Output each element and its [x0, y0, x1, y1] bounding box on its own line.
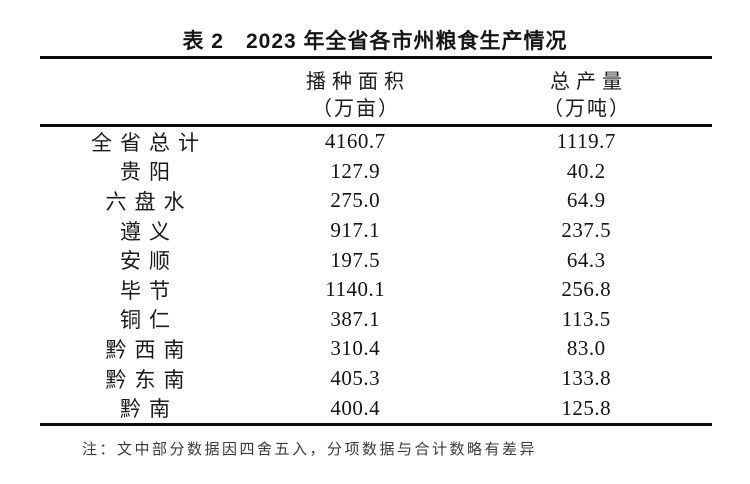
table-row: 毕节 1140.1 256.8 — [40, 275, 712, 305]
top-rule — [40, 56, 712, 59]
sown-area-value: 310.4 — [330, 336, 381, 361]
table-header-row: 播种面积 （万亩） 总产量 （万吨） — [40, 59, 712, 124]
region-name: 贵阳 — [120, 160, 178, 185]
table-footnote: 注：文中部分数据因四舍五入，分项数据与合计数略有差异 — [82, 442, 538, 458]
total-output-value: 64.3 — [566, 247, 606, 272]
total-output-value: 256.8 — [561, 277, 612, 302]
sown-area-value: 1140.1 — [325, 277, 386, 302]
total-output-value: 113.5 — [561, 306, 611, 331]
table-row: 全省总计 4160.7 1119.7 — [40, 127, 712, 157]
table-row: 贵阳 127.9 40.2 — [40, 157, 712, 187]
region-name: 毕节 — [120, 278, 178, 303]
table-row: 安顺 197.5 64.3 — [40, 245, 712, 275]
header-rule — [40, 124, 712, 127]
region-name: 六盘水 — [105, 189, 193, 214]
sown-area-value: 127.9 — [330, 158, 381, 183]
table-row: 黔南 400.4 125.8 — [40, 393, 712, 423]
region-name: 全省总计 — [91, 130, 207, 155]
total-output-value: 1119.7 — [556, 129, 616, 154]
sown-area-value: 405.3 — [330, 366, 381, 391]
table-caption: 表 2 2023 年全省各市州粮食生产情况 — [182, 30, 568, 53]
total-output-value: 237.5 — [561, 218, 612, 243]
total-output-value: 64.9 — [566, 188, 606, 213]
grain-production-table: 播种面积 （万亩） 总产量 （万吨） 全省总计 4160.7 1119.7 贵阳… — [40, 56, 712, 426]
table-row: 六盘水 275.0 64.9 — [40, 186, 712, 216]
col-header-region-empty — [40, 67, 250, 124]
bottom-rule — [40, 422, 712, 426]
region-name: 黔西南 — [105, 337, 193, 362]
sown-area-value: 400.4 — [330, 395, 381, 420]
region-name: 黔南 — [120, 397, 178, 422]
sown-area-value: 4160.7 — [324, 129, 386, 154]
table-row: 铜仁 387.1 113.5 — [40, 305, 712, 335]
col-header-total-output-title: 总产量 — [550, 71, 628, 93]
region-name: 铜仁 — [120, 308, 178, 333]
sown-area-value: 275.0 — [330, 188, 381, 213]
col-header-sown-area: 播种面积 （万亩） — [250, 67, 460, 124]
sown-area-value: 197.5 — [330, 247, 381, 272]
region-name: 遵义 — [120, 219, 178, 244]
total-output-value: 40.2 — [566, 158, 606, 183]
total-output-value: 83.0 — [566, 336, 606, 361]
region-name: 安顺 — [120, 249, 178, 274]
sown-area-value: 917.1 — [330, 218, 381, 243]
col-header-total-output-unit: （万吨） — [543, 98, 631, 120]
col-header-total-output: 总产量 （万吨） — [460, 67, 712, 124]
col-header-sown-area-title: 播种面积 — [306, 71, 410, 93]
table-row: 遵义 917.1 237.5 — [40, 216, 712, 246]
sown-area-value: 387.1 — [330, 306, 381, 331]
table-row: 黔东南 405.3 133.8 — [40, 364, 712, 394]
total-output-value: 125.8 — [561, 395, 612, 420]
table-body: 全省总计 4160.7 1119.7 贵阳 127.9 40.2 六盘水 275… — [40, 127, 712, 423]
col-header-sown-area-unit: （万亩） — [312, 98, 400, 120]
total-output-value: 133.8 — [561, 366, 612, 391]
region-name: 黔东南 — [105, 367, 193, 392]
table-row: 黔西南 310.4 83.0 — [40, 334, 712, 364]
